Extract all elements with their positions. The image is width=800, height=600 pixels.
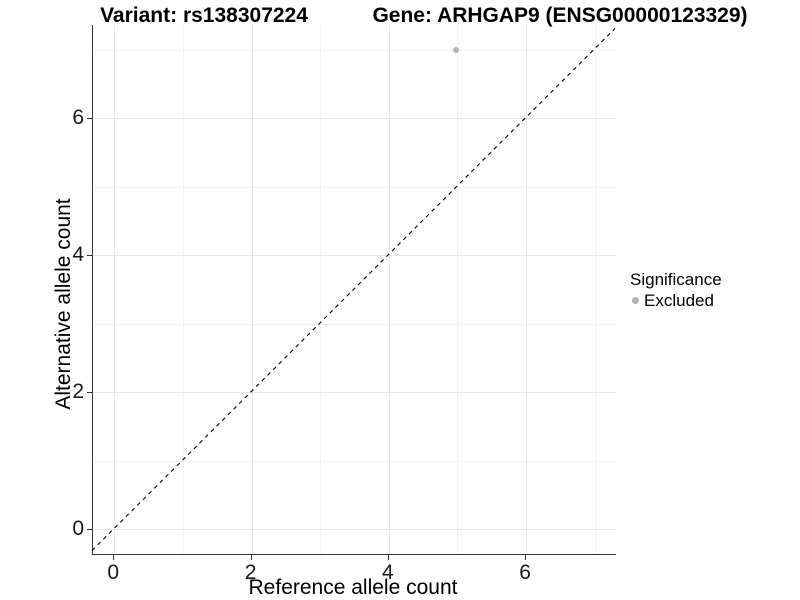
y-gridline-major (93, 255, 616, 257)
x-gridline-major (114, 25, 116, 554)
plot-panel (92, 25, 616, 555)
y-tick-mark (87, 392, 92, 394)
x-tick-label: 6 (519, 561, 531, 584)
x-tick-mark (387, 555, 389, 560)
y-gridline-minor (93, 49, 616, 51)
x-tick-label: 4 (381, 561, 394, 584)
y-tick-label: 6 (72, 106, 84, 130)
y-axis-title: Alternative allele count (52, 198, 75, 410)
y-gridline-major (93, 392, 616, 394)
legend: Significance Excluded (630, 270, 722, 310)
plot-title-gene: Gene: ARHGAP9 (ENSG00000123329) (372, 4, 748, 27)
y-tick-label: 4 (72, 243, 84, 267)
x-gridline-major (388, 25, 390, 554)
x-gridline-minor (594, 25, 596, 554)
x-gridline-minor (457, 25, 459, 554)
y-gridline-minor (93, 460, 616, 462)
plot-title-variant: Variant: rs138307224 (100, 4, 308, 27)
x-tick-mark (250, 555, 252, 560)
y-gridline-major (93, 529, 616, 531)
x-tick-mark (113, 555, 115, 560)
x-gridline-minor (320, 25, 322, 554)
y-tick-label: 0 (72, 517, 84, 541)
x-tick-mark (525, 555, 527, 560)
y-gridline-major (93, 118, 616, 120)
x-gridline-major (526, 25, 528, 554)
y-gridline-minor (93, 186, 616, 188)
x-axis-title: Reference allele count (248, 576, 458, 599)
y-gridline-minor (93, 323, 616, 325)
legend-title: Significance (630, 270, 722, 289)
y-tick-mark (87, 118, 92, 120)
legend-entry-label: Excluded (644, 291, 714, 310)
x-tick-label: 2 (244, 561, 257, 584)
x-gridline-major (251, 25, 253, 554)
x-gridline-minor (182, 25, 184, 554)
data-point (453, 46, 460, 53)
y-tick-mark (87, 529, 92, 531)
y-tick-label: 2 (72, 380, 84, 404)
legend-point-swatch-icon (632, 297, 639, 304)
x-tick-label: 0 (107, 561, 120, 584)
y-tick-mark (87, 255, 92, 257)
legend-entry-excluded: Excluded (630, 291, 722, 310)
